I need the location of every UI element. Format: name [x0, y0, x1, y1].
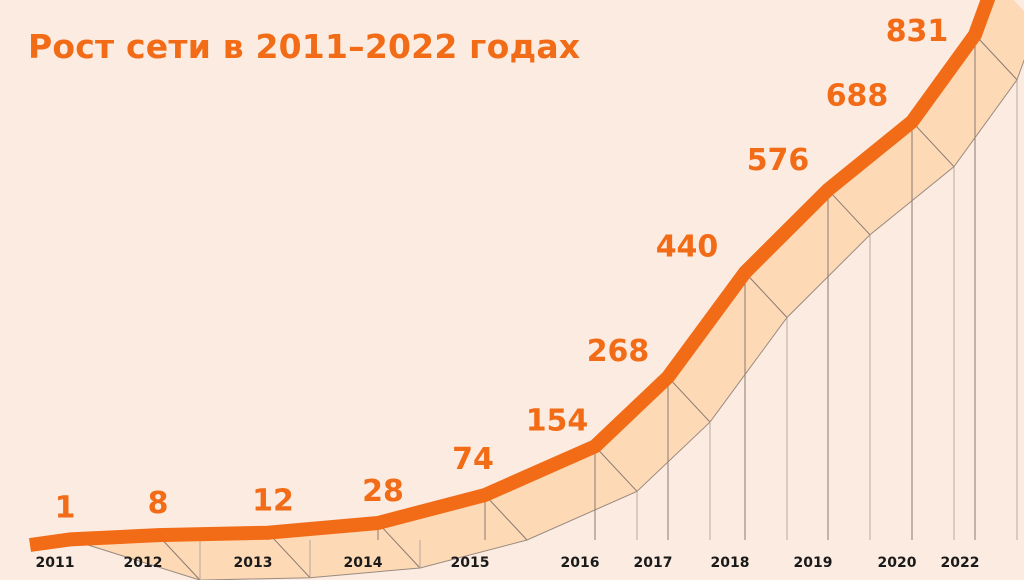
data-label: 688 [826, 79, 889, 114]
x-tick-label: 2018 [711, 555, 750, 571]
band-connector [484, 494, 528, 541]
data-label: 440 [656, 229, 719, 264]
band-connector [157, 534, 201, 580]
data-label: 154 [526, 403, 589, 438]
band-lower-edge [69, 59, 1024, 580]
x-tick-label: 2014 [344, 555, 383, 571]
data-label: 576 [747, 143, 810, 178]
x-tick-label: 2022 [941, 555, 980, 571]
data-labels: 1 8 12 28 74 154 268 440 576 688 831 [55, 14, 949, 526]
data-label: 268 [587, 334, 650, 369]
x-tick-label: 2011 [36, 555, 75, 571]
chart-title: Рост сети в 2011–2022 годах [28, 27, 580, 66]
series-line-layer [29, 0, 996, 552]
data-label: 831 [886, 14, 949, 49]
band-connector [911, 121, 955, 168]
x-tick-label: 2019 [794, 555, 833, 571]
data-label: 28 [362, 474, 404, 509]
band-connector [667, 376, 711, 423]
x-tick-label: 2016 [561, 555, 600, 571]
x-axis: 2011 2012 2013 2014 2015 2016 2017 2018 2019 2020… [36, 555, 980, 571]
data-label: 8 [148, 486, 169, 521]
data-label: 12 [252, 484, 294, 519]
x-tick-label: 2013 [234, 555, 273, 571]
band-connector [974, 34, 1018, 81]
series-line [29, 0, 996, 552]
depth-band [69, 0, 1024, 580]
data-label: 74 [452, 442, 494, 477]
band-connector [594, 446, 638, 492]
x-tick-label: 2017 [634, 555, 673, 571]
data-label: 1 [55, 490, 76, 525]
band-connector [377, 522, 421, 569]
x-tick-label: 2012 [124, 555, 163, 571]
band-connector [267, 532, 311, 579]
x-tick-label: 2015 [451, 555, 490, 571]
band-connector [744, 272, 788, 318]
band-connectors [157, 34, 1018, 580]
band-connector [827, 189, 871, 236]
x-tick-label: 2020 [878, 555, 917, 571]
